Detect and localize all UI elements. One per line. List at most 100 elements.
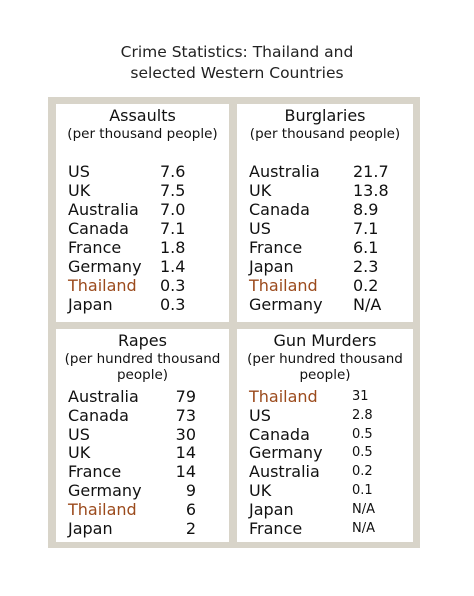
rate-value: 9: [185, 481, 196, 500]
country-name: Australia: [68, 387, 139, 406]
rate-value: 0.1: [352, 483, 373, 498]
rate-value: 7.1: [160, 219, 186, 238]
rate-value: 14: [175, 443, 196, 463]
country-name: Canada: [249, 424, 310, 444]
panel-subtitle: (per thousand people): [249, 126, 401, 142]
country-name: US: [249, 405, 271, 425]
table-row: US 7.6: [56, 162, 229, 181]
country-name: US: [249, 219, 271, 238]
panel-heading: Assaults: [109, 106, 176, 125]
table-row: UK 7.5: [56, 181, 229, 200]
rate-value: N/A: [352, 501, 375, 517]
rate-value: 0.5: [352, 445, 373, 461]
country-name: UK: [68, 443, 91, 463]
table-row: France 14: [56, 462, 229, 481]
rate-value: 73: [175, 405, 196, 425]
table-row: Australia 21.7: [237, 162, 413, 181]
table-row: Germany 0.5: [237, 443, 413, 462]
rate-value: 31: [352, 389, 369, 404]
rate-value: 0.5: [352, 426, 373, 442]
rate-value: N/A: [353, 295, 382, 314]
page-title: Crime Statistics: Thailand and selected …: [0, 42, 474, 84]
title-line-2: selected Western Countries: [130, 64, 344, 82]
country-name: Thailand: [249, 387, 318, 406]
table-row: Canada 73: [56, 406, 229, 425]
country-name: Japan: [249, 499, 294, 519]
table-row: Germany 1.4: [56, 257, 229, 276]
panel-heading: Rapes: [118, 331, 167, 350]
table-row: Canada 7.1: [56, 219, 229, 238]
table-row: UK 0.1: [237, 481, 413, 500]
country-name: US: [68, 424, 90, 444]
rate-value: 6: [185, 499, 196, 519]
country-name: France: [249, 518, 303, 538]
rate-value: 0.2: [352, 464, 373, 480]
panel-gun-murders: Gun Murders (per hundred thousand people) T…: [237, 329, 413, 542]
country-name: Thailand: [68, 276, 137, 295]
panel-heading: Burglaries: [284, 106, 366, 125]
table-row: Thailand 6: [56, 500, 229, 519]
rate-value: 0.3: [160, 295, 186, 314]
table-row: Australia 79: [56, 387, 229, 406]
country-name: Australia: [249, 162, 320, 181]
table-row: Canada 8.9: [237, 200, 413, 219]
table-row: UK 13.8: [237, 181, 413, 200]
panel-subtitle-line2: people): [116, 367, 169, 383]
rate-value: 7.1: [353, 219, 379, 238]
panel-rapes: Rapes (per hundred thousand people) Austral…: [56, 329, 229, 542]
rate-value: 2: [185, 518, 196, 538]
country-name: France: [249, 238, 303, 257]
rate-value: 0.2: [353, 276, 379, 295]
rate-value: 79: [175, 387, 196, 406]
country-name: Japan: [68, 518, 113, 538]
country-name: UK: [68, 181, 91, 200]
country-name: Germany: [249, 443, 323, 463]
country-name: Germany: [68, 257, 142, 276]
country-name: France: [68, 238, 122, 257]
country-name: Australia: [249, 462, 320, 482]
rate-value: 21.7: [353, 162, 389, 181]
rate-value: 1.4: [160, 257, 186, 276]
panel-subtitle: (per hundred thousand: [64, 351, 221, 367]
rate-value: 1.8: [160, 238, 186, 257]
country-name: Canada: [249, 200, 310, 219]
panel-burglaries: Burglaries (per thousand people) Australia…: [237, 104, 413, 322]
table-row: Thailand 31: [237, 387, 413, 406]
country-name: UK: [249, 181, 272, 200]
rate-value: N/A: [352, 520, 375, 536]
table-row: Germany N/A: [237, 295, 413, 314]
table-row: UK 14: [56, 443, 229, 462]
panel-assaults: Assaults (per thousand people) US 7.6 UK 7.5 A…: [56, 104, 229, 322]
table-row: France N/A: [237, 519, 413, 538]
country-name: Thailand: [249, 276, 318, 295]
table-row: US 7.1: [237, 219, 413, 238]
rate-value: 0.3: [160, 276, 186, 295]
table-row: France 1.8: [56, 238, 229, 257]
table-row: US 30: [56, 425, 229, 444]
rate-value: 2.3: [353, 257, 379, 276]
table-row: Japan 2.3: [237, 257, 413, 276]
country-name: UK: [249, 481, 272, 500]
title-line-1: Crime Statistics: Thailand and: [120, 43, 354, 61]
panel-subtitle: (per thousand people): [67, 126, 218, 142]
panel-subtitle-line2: people): [299, 367, 351, 383]
panel-heading: Gun Murders: [273, 331, 377, 350]
table-row: Japan N/A: [237, 500, 413, 519]
stats-frame: Assaults (per thousand people) US 7.6 UK 7.5 A…: [48, 97, 420, 548]
rate-value: 7.5: [160, 181, 186, 200]
table-row: US 2.8: [237, 406, 413, 425]
country-name: Germany: [68, 481, 142, 500]
table-row: Thailand 0.2: [237, 276, 413, 295]
rate-value: 30: [175, 424, 196, 444]
table-row: Canada 0.5: [237, 425, 413, 444]
table-row: Australia 7.0: [56, 200, 229, 219]
country-name: Japan: [249, 257, 294, 276]
table-row: Japan 2: [56, 519, 229, 538]
panel-subtitle: (per hundred thousand: [247, 351, 403, 367]
rate-value: 8.9: [353, 200, 379, 219]
country-name: US: [68, 162, 90, 181]
rate-value: 6.1: [353, 238, 379, 257]
table-row: Germany 9: [56, 481, 229, 500]
rate-value: 7.6: [160, 162, 186, 181]
country-name: Japan: [68, 295, 113, 314]
